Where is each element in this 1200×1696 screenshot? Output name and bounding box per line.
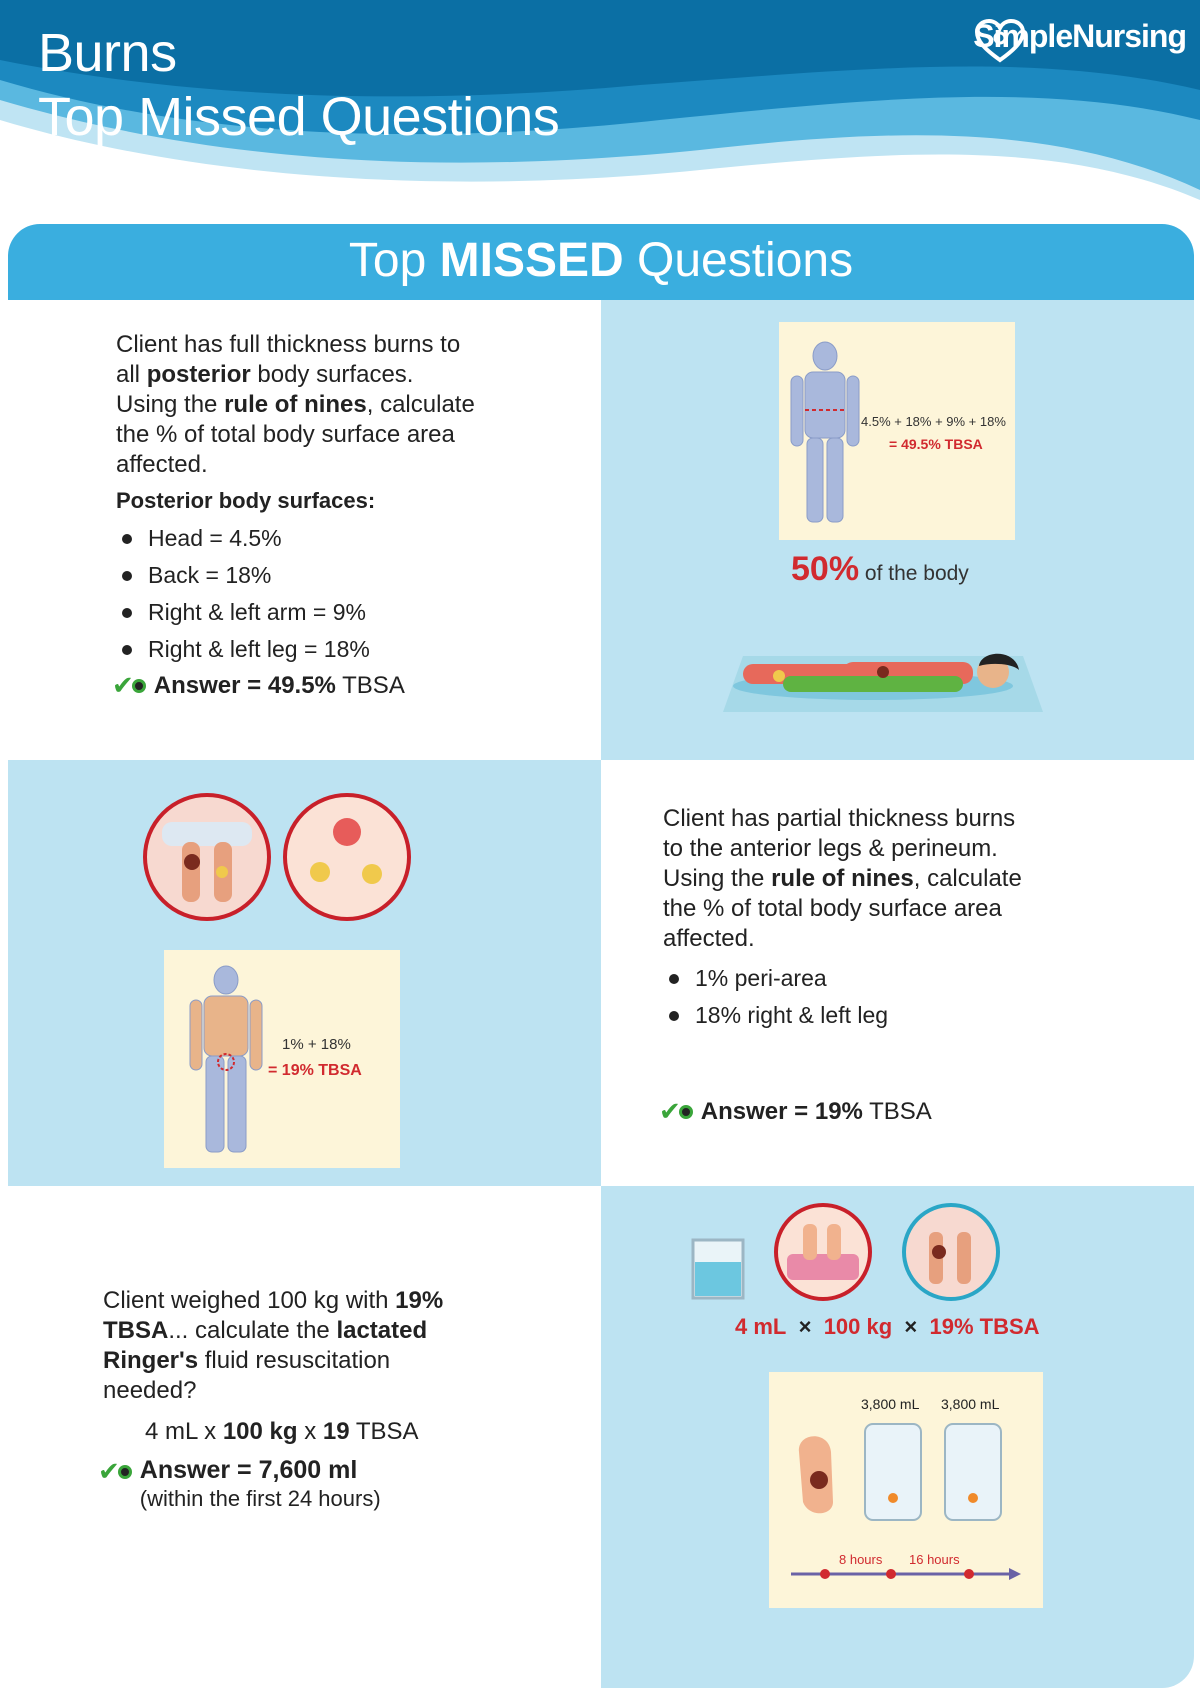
q1-figure-eq1: 4.5% + 18% + 9% + 18% <box>861 414 1006 429</box>
q2-figure-panel: 1% + 18% = 19% TBSA <box>8 760 601 1186</box>
q2-list: 1% peri-area 18% right & left leg <box>663 960 1033 1034</box>
iv-bags-figure: 3,800 mL 3,800 mL 8 hours 16 hours <box>769 1372 1043 1608</box>
beaker-icon <box>691 1238 745 1300</box>
q2-text-panel: Client has partial thickness burns to th… <box>601 760 1194 1186</box>
q1-figure-eq2: = 49.5% TBSA <box>889 436 983 452</box>
q1-question: Client has full thickness burns to all p… <box>116 331 475 478</box>
banner-prefix: Top <box>348 234 440 287</box>
checkmark-icon: ✔ <box>112 670 146 701</box>
banner-bold: MISSED <box>439 234 624 287</box>
page-header: Burns Top Missed Questions SimpleNursing <box>0 0 1200 240</box>
brand-name: SimpleNursing <box>973 18 1187 54</box>
q2-figure-eq1: 1% + 18% <box>282 1036 351 1053</box>
q3-answer: ✔ Answer = 7,600 ml (within the first 24… <box>98 1456 381 1511</box>
list-item: 1% peri-area <box>663 960 1033 997</box>
header-wave-graphic <box>0 0 1200 200</box>
weight-scale-icon <box>774 1203 872 1301</box>
list-item: Right & left arm = 9% <box>116 594 476 631</box>
timeline-8h: 8 hours <box>839 1552 883 1567</box>
burned-perineum-circle-icon <box>283 793 411 921</box>
rule-of-nines-back-figure: 4.5% + 18% + 9% + 18% = 49.5% TBSA <box>779 322 1015 540</box>
q2-question: Client has partial thickness burns to th… <box>663 805 1022 952</box>
page-title-line1: Burns <box>38 23 177 83</box>
q1-subheading: Posterior body surfaces: <box>116 488 376 513</box>
q3-formula: 4 mL x 100 kg x 19 TBSA <box>145 1418 419 1445</box>
burned-legs-small-icon <box>902 1203 1000 1301</box>
burned-legs-circle-icon <box>143 793 271 921</box>
brand-logo: SimpleNursing <box>973 18 1187 63</box>
bag2-volume: 3,800 mL <box>941 1396 1000 1412</box>
missed-questions-card: Top MISSED Questions Client has full thi… <box>8 224 1194 1688</box>
section-banner: Top MISSED Questions <box>8 224 1194 300</box>
q1-answer: ✔ Answer = 49.5% TBSA <box>112 670 405 701</box>
q3-question: Client weighed 100 kg with 19% TBSA... c… <box>103 1287 444 1404</box>
stethoscope-heart-icon <box>975 18 1026 63</box>
lying-patient-illustration <box>723 653 1043 712</box>
body-front-diagram-icon <box>189 965 263 1153</box>
iv-bag-timeline-icon <box>791 1423 1021 1580</box>
bag1-volume: 3,800 mL <box>861 1396 920 1412</box>
list-item: 18% right & left leg <box>663 997 1033 1034</box>
checkmark-icon: ✔ <box>659 1096 693 1127</box>
q2-answer: ✔ Answer = 19% TBSA <box>659 1096 932 1127</box>
q3-figure-equation: 4 mL × 100 kg × 19% TBSA <box>735 1314 1040 1339</box>
q3-figure-panel: 4 mL × 100 kg × 19% TBSA 3,800 mL 3,800 … <box>601 1186 1194 1688</box>
q1-text-panel: Client has full thickness burns to all p… <box>8 300 601 760</box>
rule-of-nines-front-figure: 1% + 18% = 19% TBSA <box>164 950 400 1168</box>
q3-text-panel: Client weighed 100 kg with 19% TBSA... c… <box>8 1186 601 1688</box>
list-item: Right & left leg = 18% <box>116 631 476 668</box>
q1-big-percent: 50% of the body <box>791 550 969 588</box>
timeline-16h: 16 hours <box>909 1552 960 1567</box>
page-title-line2: Top Missed Questions <box>38 87 560 147</box>
banner-suffix: Questions <box>623 234 854 287</box>
q1-list: Head = 4.5% Back = 18% Right & left arm … <box>116 520 476 668</box>
checkmark-icon: ✔ <box>98 1456 132 1487</box>
body-back-diagram-icon <box>790 341 860 523</box>
q2-figure-eq2: = 19% TBSA <box>268 1062 362 1079</box>
q1-figure-panel: 4.5% + 18% + 9% + 18% = 49.5% TBSA 50% o… <box>601 300 1194 760</box>
list-item: Head = 4.5% <box>116 520 476 557</box>
list-item: Back = 18% <box>116 557 476 594</box>
